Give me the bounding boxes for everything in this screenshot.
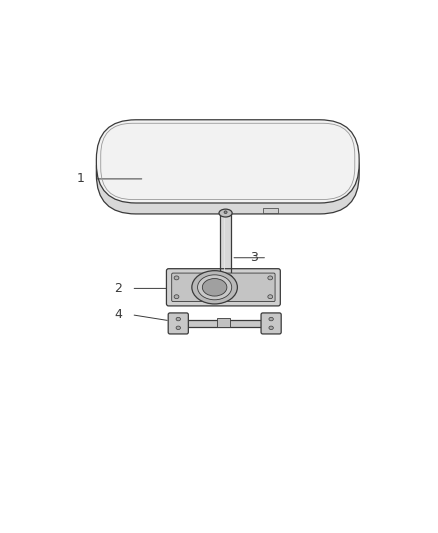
Ellipse shape [269, 326, 273, 329]
Ellipse shape [268, 276, 272, 280]
Ellipse shape [202, 279, 227, 296]
Ellipse shape [176, 317, 180, 321]
Ellipse shape [176, 326, 180, 329]
Bar [220, 213, 231, 278]
Bar [217, 318, 230, 327]
FancyBboxPatch shape [96, 120, 359, 203]
FancyBboxPatch shape [172, 273, 275, 302]
Bar [263, 208, 278, 213]
Text: 2: 2 [114, 282, 122, 295]
Text: 3: 3 [250, 251, 258, 264]
Ellipse shape [268, 295, 272, 298]
FancyBboxPatch shape [96, 131, 359, 214]
Ellipse shape [198, 275, 232, 300]
Ellipse shape [269, 317, 273, 321]
Text: 4: 4 [114, 308, 122, 321]
FancyBboxPatch shape [166, 269, 280, 306]
Ellipse shape [219, 274, 232, 280]
FancyBboxPatch shape [168, 313, 188, 334]
Text: 1: 1 [77, 172, 85, 185]
Ellipse shape [174, 295, 179, 298]
Ellipse shape [192, 271, 237, 304]
Ellipse shape [219, 209, 232, 217]
Ellipse shape [174, 276, 179, 280]
Ellipse shape [224, 211, 227, 214]
Bar [187, 320, 263, 327]
FancyBboxPatch shape [261, 313, 281, 334]
